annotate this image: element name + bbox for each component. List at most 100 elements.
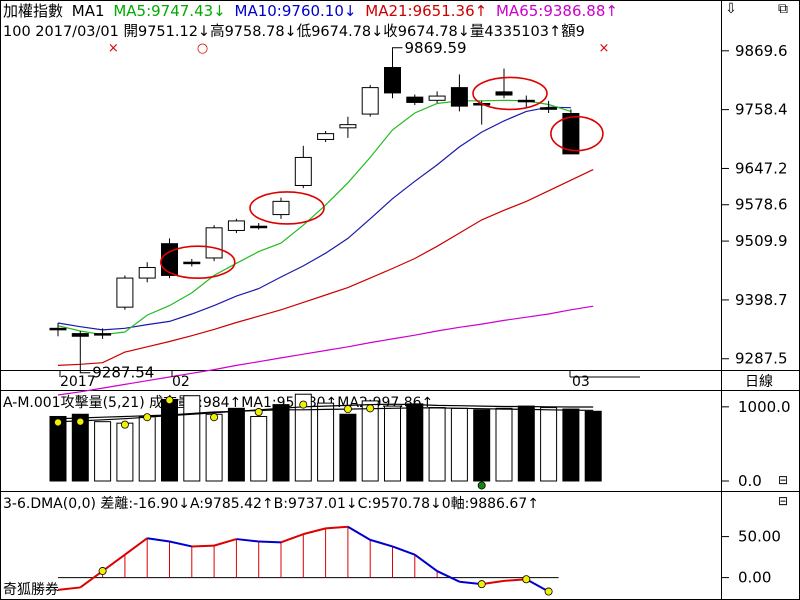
price-tick-label: 9758.4 bbox=[735, 101, 788, 119]
price-tick-label: 9647.2 bbox=[735, 159, 788, 177]
dma-line-segment bbox=[147, 537, 170, 543]
restore-window-icon[interactable]: ⧉ bbox=[778, 1, 788, 17]
volume-signal-dot bbox=[143, 413, 152, 422]
candle-up bbox=[272, 200, 290, 216]
volume-axis: 1000.0 0.0 bbox=[722, 398, 791, 490]
signal-marker: × bbox=[598, 41, 609, 56]
dma-axis: 50.00 0.00 bbox=[722, 528, 781, 587]
ma21-line bbox=[57, 169, 594, 366]
volume-bar-down bbox=[584, 410, 602, 482]
dma-signal-dot bbox=[544, 587, 553, 596]
candle-up bbox=[428, 95, 446, 101]
price-tick-label: 9509.9 bbox=[735, 232, 788, 250]
dma-line-segment bbox=[213, 538, 237, 547]
volume-signal-dot bbox=[210, 413, 219, 422]
candle-down bbox=[161, 243, 178, 276]
volume-bar-up bbox=[361, 400, 379, 482]
dma-pane-toggle-icon[interactable]: ⊟ bbox=[777, 494, 789, 508]
volume-pane bbox=[49, 393, 602, 490]
candle-up bbox=[317, 133, 335, 140]
price-tick-label: 9287.5 bbox=[735, 350, 788, 368]
candle-up bbox=[361, 87, 379, 115]
ma10-value: MA10:9760.10↓ bbox=[235, 2, 357, 20]
dma-tick-label: 0.00 bbox=[738, 569, 771, 587]
index-name: 加權指數 bbox=[3, 2, 63, 20]
volume-bar-up bbox=[183, 395, 201, 482]
dma-line-segment bbox=[79, 570, 104, 589]
candle-down bbox=[517, 99, 535, 103]
date-label-02: 02 bbox=[172, 374, 190, 390]
ma5-line bbox=[57, 99, 572, 336]
volume-tick-label: 0.0 bbox=[738, 472, 762, 490]
volume-bar-up bbox=[450, 407, 468, 482]
dma-line-segment bbox=[525, 578, 550, 593]
volume-bar-down bbox=[161, 398, 178, 482]
candle-down bbox=[94, 333, 112, 336]
period-label: 日線 bbox=[745, 374, 773, 390]
highlight-ellipse bbox=[249, 191, 325, 225]
high-annotation-label: 9869.59 bbox=[405, 39, 467, 57]
dma-line-segment bbox=[325, 525, 348, 530]
candle-down bbox=[450, 87, 468, 107]
candle-up bbox=[294, 156, 312, 186]
volume-bar-up bbox=[428, 407, 446, 482]
candle-up bbox=[227, 220, 245, 231]
dma-line-segment bbox=[436, 570, 460, 583]
volume-bar-down bbox=[49, 415, 67, 482]
dma-line-segment bbox=[258, 540, 282, 544]
volume-signal-dot bbox=[366, 404, 375, 413]
volume-bar-down bbox=[227, 407, 245, 482]
dma-line-segment bbox=[303, 527, 326, 536]
candle-up bbox=[138, 266, 156, 279]
volume-bar-down bbox=[562, 408, 580, 482]
volume-bar-up bbox=[205, 413, 223, 482]
volume-bar-up bbox=[384, 405, 401, 482]
dma-pane bbox=[57, 525, 559, 596]
volume-bar-up bbox=[116, 422, 134, 482]
candle-down bbox=[71, 333, 89, 337]
candle-down bbox=[540, 107, 558, 110]
ma-label: MA1 bbox=[72, 2, 105, 20]
ma21-value: MA21:9651.36↑ bbox=[365, 2, 487, 20]
candle-down bbox=[183, 261, 201, 265]
price-pane: × ○ × 9869.59 9287.54 bbox=[49, 39, 609, 396]
dma-line-segment bbox=[392, 545, 416, 556]
date-axis: 2017 02 03 日線 bbox=[60, 374, 773, 390]
volume-signal-dot bbox=[477, 481, 486, 490]
price-tick-label: 9869.6 bbox=[735, 42, 788, 60]
header-line-1: 加權指數 MA1 MA5:9747.43↓ MA10:9760.10↓ MA21… bbox=[3, 2, 618, 20]
candle-up bbox=[205, 227, 223, 259]
header-ohlc-info: 100 2017/03/01 開9751.12↓高9758.78↓低9674.7… bbox=[3, 23, 585, 40]
volume-pane-toggle-icon[interactable]: ⊟ bbox=[777, 473, 789, 487]
dma-line-segment bbox=[124, 537, 148, 556]
dma-signal-dot bbox=[98, 567, 107, 576]
highlight-ellipse bbox=[550, 115, 604, 152]
volume-signal-dot bbox=[165, 396, 174, 405]
dma-signal-dot bbox=[477, 580, 486, 589]
high-annotation-line bbox=[392, 47, 403, 51]
dma-line-segment bbox=[280, 533, 304, 544]
arrow-down-icon[interactable]: ⇩ bbox=[725, 1, 737, 17]
volume-bar-up bbox=[317, 402, 335, 482]
volume-bar-up bbox=[540, 407, 558, 482]
volume-bar-down bbox=[71, 413, 89, 482]
candle-down bbox=[250, 225, 268, 229]
price-tick-label: 9578.6 bbox=[735, 196, 788, 214]
brand-label: 奇狐勝券 bbox=[3, 581, 59, 598]
ma65-line bbox=[57, 305, 594, 396]
volume-bar-down bbox=[473, 409, 491, 482]
low-annotation-line bbox=[79, 358, 91, 374]
volume-signal-dot bbox=[343, 405, 352, 414]
ma5-value: MA5:9747.43↓ bbox=[113, 2, 225, 20]
dma-line-segment bbox=[347, 525, 371, 541]
volume-bar-down bbox=[272, 404, 290, 482]
price-axis: 9869.6 9758.4 9647.2 9578.6 9509.9 9398.7 9287… bbox=[59, 42, 788, 378]
highlight-ellipse bbox=[160, 245, 236, 279]
candle-up bbox=[339, 124, 357, 129]
dma-line-segment bbox=[236, 538, 259, 543]
candle-down bbox=[495, 91, 513, 96]
signal-marker: × bbox=[108, 41, 119, 56]
dma-signal-dot bbox=[522, 575, 531, 584]
dma-title: 3-6.DMA(0,0) 差離:-16.90↓A:9785.42↑B:9737.… bbox=[3, 495, 539, 512]
